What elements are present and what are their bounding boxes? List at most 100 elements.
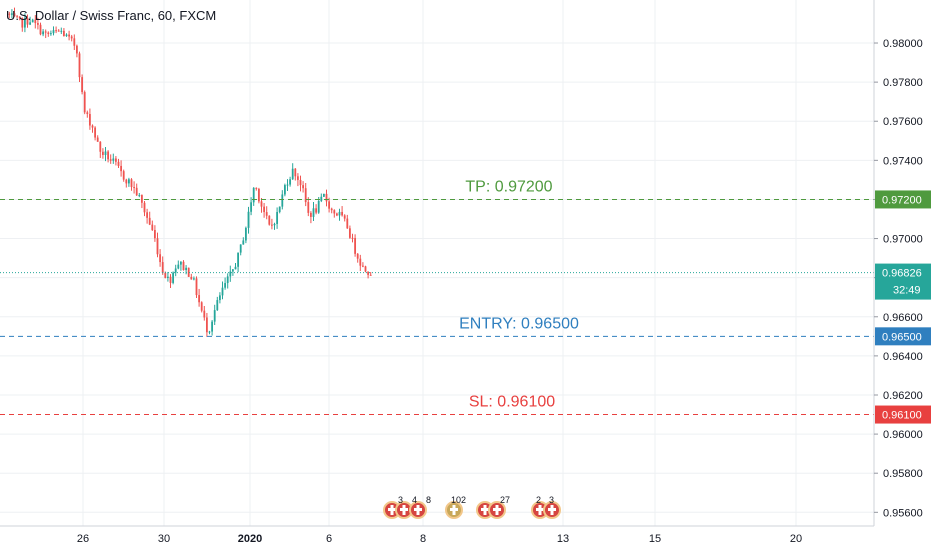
candle-body <box>286 184 289 186</box>
event-count: 3 <box>549 495 554 505</box>
candle-body <box>216 300 219 311</box>
candle-body <box>148 217 151 225</box>
candle-body <box>133 187 136 189</box>
candle-body <box>88 114 91 126</box>
candle-body <box>218 295 221 301</box>
candle-body <box>187 267 190 277</box>
candle-body <box>172 272 175 283</box>
price-tick-label: 0.96200 <box>883 390 923 402</box>
candle-body <box>177 264 180 269</box>
candle-body <box>369 274 372 276</box>
candle-body <box>122 171 125 180</box>
candle-body <box>127 179 130 184</box>
price-tick-label: 0.97600 <box>883 116 923 128</box>
candle-body <box>263 206 266 213</box>
candle-body <box>242 240 245 245</box>
candle-body <box>86 112 89 115</box>
price-tick-label: 0.97800 <box>883 77 923 89</box>
price-tick-label: 0.96000 <box>883 429 923 441</box>
price-tick-label: 0.98000 <box>883 38 923 50</box>
candle-body <box>140 195 143 203</box>
candle-body <box>34 19 37 24</box>
candle-body <box>302 185 305 189</box>
candle-body <box>42 31 45 35</box>
time-tick-label: 8 <box>420 533 426 545</box>
candle-body <box>192 278 195 280</box>
level-label-tp: TP: 0.97200 <box>465 178 552 195</box>
candle-body <box>151 224 154 230</box>
time-tick-label: 30 <box>158 533 170 545</box>
candle-body <box>325 193 328 202</box>
level-badge-text-entry: 0.96500 <box>882 331 922 343</box>
candle-body <box>29 22 32 25</box>
candle-body <box>96 137 99 142</box>
candle-body <box>294 168 297 177</box>
event-marker[interactable] <box>409 501 427 519</box>
event-count: 2 <box>536 495 541 505</box>
candle-body <box>68 34 71 37</box>
candle-body <box>255 187 258 189</box>
event-flag-cross-v <box>402 505 406 515</box>
economic-events[interactable]: 3 4 8 102 27 2 3 <box>383 495 561 519</box>
candle-body <box>364 266 367 272</box>
candle-body <box>229 271 232 277</box>
candle-body <box>200 302 203 311</box>
candle-body <box>330 208 333 211</box>
candle-body <box>146 212 149 218</box>
candle-body <box>23 18 26 28</box>
event-marker[interactable] <box>488 501 506 519</box>
candle-body <box>208 331 211 333</box>
event-marker[interactable] <box>543 501 561 519</box>
price-tick-label: 0.97000 <box>883 234 923 246</box>
candle-body <box>299 179 302 186</box>
candle-body <box>39 24 42 35</box>
candle-body <box>244 227 247 241</box>
time-tick-label: 2020 <box>238 533 262 545</box>
candle-body <box>94 127 97 138</box>
candle-body <box>198 295 201 303</box>
candle-body <box>174 268 177 273</box>
time-tick-label: 15 <box>649 533 661 545</box>
candle-body <box>16 16 19 18</box>
candle-body <box>341 211 344 216</box>
candle-body <box>335 213 338 216</box>
event-flag-cross-v <box>416 505 420 515</box>
candle-body <box>268 215 271 225</box>
event-flag-cross-v <box>483 505 487 515</box>
candle-body <box>138 195 141 197</box>
candle-body <box>75 45 78 54</box>
candle-body <box>114 158 117 162</box>
candle-body <box>73 38 76 46</box>
candle-body <box>83 92 86 113</box>
candle-body <box>10 13 13 15</box>
candle-body <box>44 31 47 33</box>
candle-body <box>338 211 341 216</box>
event-marker[interactable] <box>445 501 463 519</box>
time-tick-label: 26 <box>77 533 89 545</box>
candle-body <box>213 310 216 322</box>
candle-body <box>112 158 115 161</box>
candle-body <box>348 228 351 238</box>
candle-body <box>190 276 193 280</box>
level-label-entry: ENTRY: 0.96500 <box>459 315 579 332</box>
candle-body <box>60 30 63 32</box>
candle-body <box>125 179 128 184</box>
candle-body <box>361 265 364 267</box>
candle-body <box>367 271 370 275</box>
price-tick-label: 0.95800 <box>883 468 923 480</box>
candle-body <box>36 23 39 25</box>
event-count: 4 <box>412 495 417 505</box>
candle-body <box>317 200 320 213</box>
symbol-title[interactable]: U.S. Dollar / Swiss Franc, 60, FXCM <box>6 8 217 23</box>
candle-body <box>169 276 172 283</box>
candle-body <box>346 218 349 229</box>
candle-body <box>252 187 255 203</box>
candle-body <box>296 176 299 180</box>
candle-body <box>21 17 24 28</box>
candle-body <box>211 321 214 332</box>
candle-body <box>307 202 310 213</box>
candle-body <box>195 278 198 296</box>
candle-body <box>315 208 318 213</box>
time-axis[interactable]: 26 30 2020 6 8 13 15 20 <box>77 533 802 545</box>
